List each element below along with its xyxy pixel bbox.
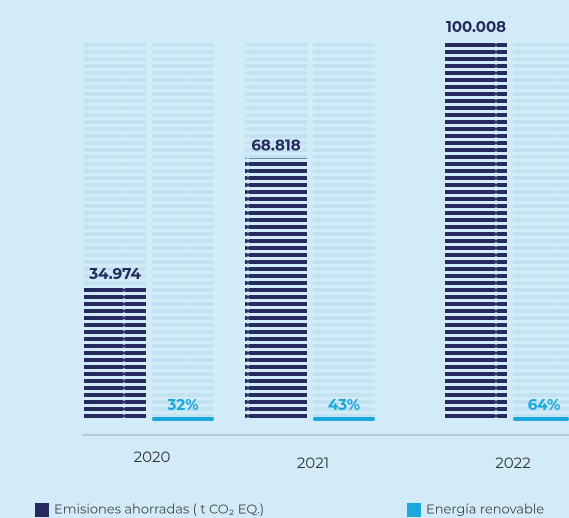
bar-background [313, 40, 375, 420]
data-label: 64% [528, 395, 561, 414]
bar [84, 287, 146, 420]
bar [245, 158, 307, 421]
bar-background [152, 40, 214, 420]
bar-background [513, 40, 569, 420]
legend-label: Emisiones ahorradas ( t CO₂ EQ.) [54, 501, 264, 517]
data-label: 43% [328, 395, 360, 414]
bar [152, 417, 214, 421]
x-tick-label: 2022 [495, 453, 530, 472]
bar [445, 39, 507, 420]
data-label: 34.974 [88, 264, 141, 283]
legend-label: Energía renovable [426, 501, 544, 517]
legend-swatch [35, 503, 49, 517]
data-label: 68.818 [251, 136, 300, 155]
data-label: 32% [167, 395, 199, 414]
legend-swatch [407, 503, 421, 517]
x-tick-label: 2020 [134, 447, 171, 466]
x-tick-label: 2021 [297, 453, 329, 472]
bar [513, 417, 569, 421]
data-label: 100.008 [446, 17, 506, 36]
bar [313, 417, 375, 421]
